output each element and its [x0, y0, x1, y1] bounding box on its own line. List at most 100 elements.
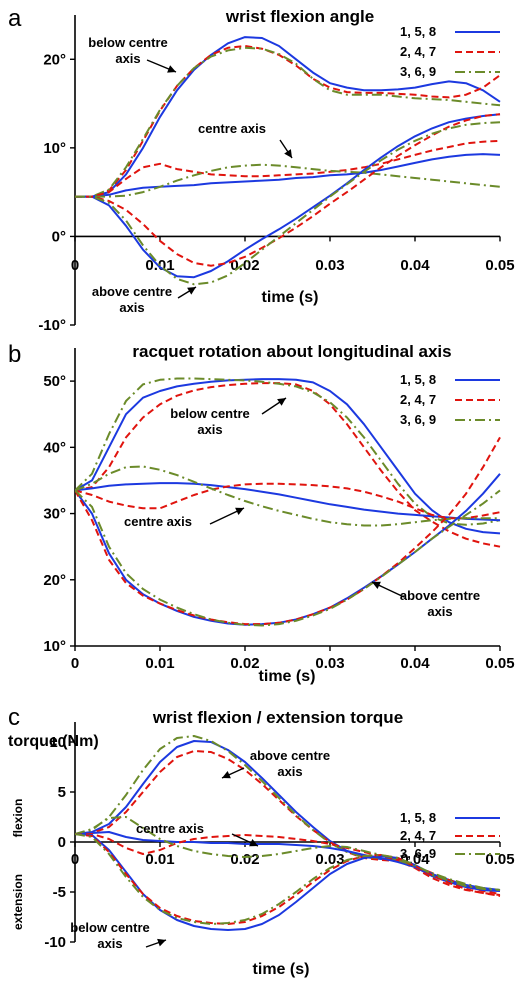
y-tick-label: 0°	[52, 228, 66, 245]
series-group	[75, 735, 501, 931]
series-line	[75, 378, 501, 535]
series-line	[75, 833, 501, 931]
series-line	[75, 113, 501, 267]
chart-panel-b: b racquet rotation about longitudinal axi…	[8, 341, 515, 685]
annotation-text: above centre	[250, 748, 330, 763]
panel-letter: a	[8, 5, 22, 32]
x-tick-label: 0.04	[400, 257, 430, 274]
series-line	[75, 436, 501, 626]
x-tick-label: 0.02	[230, 257, 259, 274]
annotation-text: axis	[115, 51, 140, 66]
annotation-arrow-head	[249, 839, 258, 847]
series-line	[75, 482, 501, 520]
annotation-text: axis	[119, 300, 144, 315]
x-tick-label: 0.05	[485, 257, 514, 274]
x-axis-title: time (s)	[259, 668, 316, 685]
x-tick-label: 0.03	[315, 851, 344, 868]
x-tick-label: 0.02	[230, 655, 259, 672]
chart-title: wrist flexion / extension torque	[152, 708, 403, 727]
annotation-text: axis	[427, 604, 452, 619]
y-tick-label: 0	[58, 834, 66, 851]
y-axis-upper-label: flexion	[11, 799, 25, 838]
panel-letter: c	[8, 704, 20, 731]
annotation-arrow-head	[157, 938, 166, 947]
legend-label: 2, 4, 7	[400, 392, 436, 407]
y-tick-label: 20°	[43, 51, 66, 68]
annotation: centre axis	[124, 507, 245, 529]
series-line	[75, 46, 501, 198]
annotation-text: axis	[277, 764, 302, 779]
legend: 1, 5, 8 2, 4, 7 3, 6, 9	[400, 810, 500, 861]
y-tick-label: 40°	[43, 439, 66, 456]
annotation-text: above centre	[400, 588, 480, 603]
y-tick-label: -10°	[38, 317, 66, 334]
y-tick-label: 5	[58, 784, 66, 801]
series-line	[75, 833, 501, 895]
y-tick-label: 50°	[43, 373, 66, 390]
annotation-arrow-head	[187, 287, 196, 295]
annotation: centre axis	[136, 821, 259, 847]
series-group	[75, 36, 501, 286]
x-tick-label: 0.01	[145, 655, 174, 672]
x-tick-label: 0.05	[485, 655, 514, 672]
annotation-text: below centre	[88, 35, 167, 50]
legend: 1, 5, 8 2, 4, 7 3, 6, 9	[400, 24, 500, 79]
series-line	[75, 489, 501, 627]
y-axis-lower-label: extension	[11, 874, 25, 930]
series-line	[75, 482, 501, 522]
series-line	[75, 153, 501, 198]
x-tick-label: 0.04	[400, 655, 430, 672]
annotation-text: centre axis	[136, 821, 204, 836]
series-line	[75, 465, 500, 527]
x-tick-label: 0.03	[315, 655, 344, 672]
legend-label: 3, 6, 9	[400, 412, 436, 427]
chart-title: racquet rotation about longitudinal axis	[132, 342, 451, 361]
x-axis-title: time (s)	[262, 289, 319, 306]
annotation-text: below centre	[70, 920, 149, 935]
legend-label: 1, 5, 8	[400, 372, 436, 387]
annotation-text: centre axis	[124, 514, 192, 529]
series-line	[75, 139, 501, 198]
x-tick-label: 0.02	[230, 851, 259, 868]
chart-panel-a: a wrist flexion angle -10° 0° 10° 20° 0 0.01 0.0…	[8, 5, 515, 334]
annotation-arrow-head	[277, 398, 286, 406]
legend-label: 3, 6, 9	[400, 846, 436, 861]
annotation-text: axis	[197, 422, 222, 437]
legend-label: 3, 6, 9	[400, 64, 436, 79]
series-line	[75, 113, 501, 279]
y-axis-title: torque (Nm)	[8, 733, 99, 750]
series-line	[75, 750, 501, 896]
series-group	[75, 377, 501, 627]
y-tick-label: 30°	[43, 506, 66, 523]
annotation-arrow-head	[235, 507, 244, 515]
annotation-arrow-head	[372, 581, 381, 589]
annotation-text: below centre	[170, 406, 249, 421]
legend: 1, 5, 8 2, 4, 7 3, 6, 9	[400, 372, 500, 427]
x-tick-label: 0	[71, 257, 79, 274]
legend-label: 2, 4, 7	[400, 44, 436, 59]
x-axis-title: time (s)	[253, 961, 310, 978]
x-tick-label: 0.05	[485, 851, 514, 868]
chart-panel-c: c wrist flexion / extension torque -10 -5 0 5…	[8, 704, 515, 978]
y-tick-label: 10°	[43, 638, 66, 655]
x-tick-label: 0.03	[315, 257, 344, 274]
annotation-text: above centre	[92, 284, 172, 299]
y-tick-label: 10	[49, 734, 66, 751]
series-line	[75, 36, 501, 198]
x-tick-label: 0	[71, 851, 79, 868]
x-tick-label: 0.01	[145, 851, 174, 868]
series-line	[75, 121, 501, 286]
series-line	[75, 816, 501, 891]
x-tick-label: 0	[71, 655, 79, 672]
y-tick-label: -5	[53, 884, 66, 901]
annotation: centre axis	[198, 121, 293, 159]
panel-letter: b	[8, 341, 21, 368]
series-line	[75, 833, 501, 925]
annotation-text: axis	[97, 936, 122, 951]
